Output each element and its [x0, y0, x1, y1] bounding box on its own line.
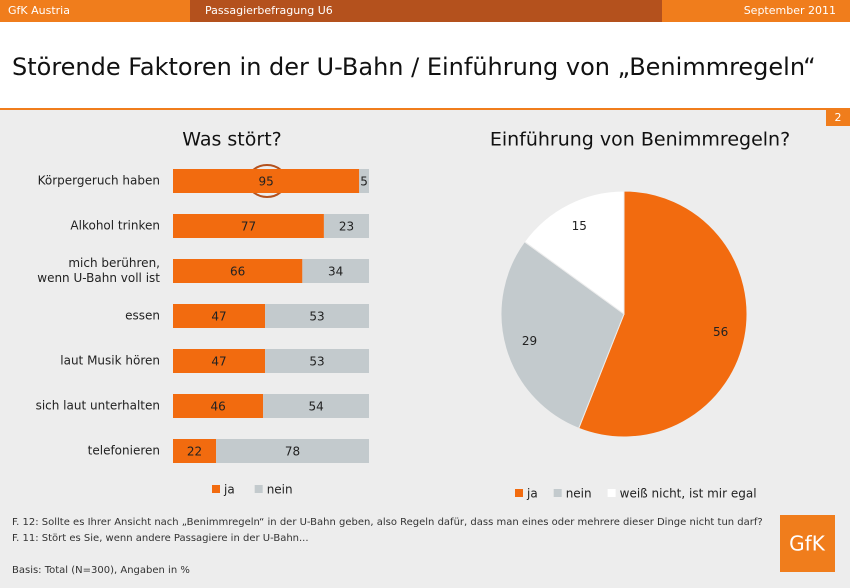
value-label: 78 — [285, 445, 300, 459]
header-right: September 2011 — [744, 4, 836, 17]
bar — [173, 439, 217, 463]
legend-label: nein — [566, 487, 592, 501]
value-label: 5 — [360, 175, 368, 189]
header-center: Passagierbefragung U6 — [205, 4, 333, 17]
bar — [173, 214, 324, 238]
pie-slice — [578, 190, 748, 438]
category-label: Körpergeruch haben — [37, 173, 160, 188]
value-label: 53 — [309, 355, 324, 369]
legend-swatch — [553, 489, 562, 497]
legend-label: weiß nicht, ist mir egal — [620, 487, 757, 501]
header-center-bar — [190, 0, 662, 22]
value-label: 34 — [328, 265, 343, 279]
bar — [173, 349, 266, 373]
category-label: Alkohol trinken — [70, 218, 160, 233]
legend-label: nein — [267, 483, 293, 497]
value-label: 66 — [230, 265, 245, 279]
bar — [173, 304, 266, 328]
value-label: 46 — [210, 400, 225, 414]
slide-title: Störende Faktoren in der U-Bahn / Einfüh… — [12, 53, 816, 81]
footnote: F. 12: Sollte es Ihrer Ansicht nach „Ben… — [12, 517, 763, 528]
bar — [302, 259, 369, 283]
pie-slice — [523, 190, 625, 315]
bar — [265, 349, 369, 373]
value-label: 22 — [187, 445, 202, 459]
value-label: 29 — [522, 334, 537, 348]
bar — [173, 259, 303, 283]
legend-swatch — [212, 485, 220, 493]
bar — [173, 169, 360, 193]
value-label: 77 — [241, 220, 256, 234]
page-number: 2 — [835, 111, 842, 124]
chart-title: Einführung von Benimmregeln? — [490, 129, 790, 151]
value-label: 47 — [211, 355, 226, 369]
bar — [216, 439, 369, 463]
bar — [359, 169, 369, 193]
legend-label: ja — [223, 483, 235, 497]
footnote: F. 11: Stört es Sie, wenn andere Passagi… — [12, 533, 309, 544]
page-number-box — [826, 110, 850, 126]
value-label: 53 — [309, 310, 324, 324]
logo-box — [780, 515, 835, 572]
value-label: 47 — [211, 310, 226, 324]
bar — [173, 394, 264, 418]
chart-title: Was stört? — [182, 129, 281, 151]
value-label: 54 — [308, 400, 323, 414]
value-label: 95 — [258, 175, 273, 189]
category-label: sich laut unterhalten — [35, 398, 160, 413]
category-label: telefonieren — [87, 443, 160, 458]
legend-label: ja — [526, 487, 538, 501]
category-label: essen — [125, 308, 160, 323]
legend-swatch — [515, 489, 523, 497]
bar — [265, 304, 369, 328]
header-left: GfK Austria — [8, 4, 70, 17]
legend-swatch — [254, 485, 263, 493]
bar — [263, 394, 369, 418]
legend-swatch — [607, 489, 616, 497]
bar — [323, 214, 369, 238]
pie-slice — [500, 241, 625, 430]
value-label: 15 — [572, 219, 587, 233]
value-label: 23 — [339, 220, 354, 234]
category-label: laut Musik hören — [60, 353, 160, 368]
basis: Basis: Total (N=300), Angaben in % — [12, 565, 190, 576]
value-label: 56 — [713, 325, 728, 339]
logo: GfK — [789, 532, 826, 556]
category-label: mich berühren, wenn U-Bahn voll ist — [37, 256, 160, 285]
